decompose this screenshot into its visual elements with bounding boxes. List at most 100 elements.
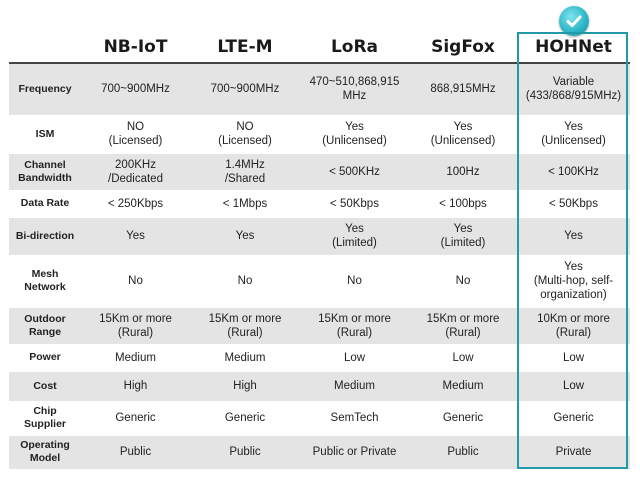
row-label-data-rate: Data Rate xyxy=(20,197,70,209)
cell-value: Yes (Unlicensed) xyxy=(322,121,387,147)
cell-ism-hohnet: Yes (Unlicensed) xyxy=(517,115,630,154)
cell-value: Public xyxy=(229,446,261,458)
cell-cost-lora: Medium xyxy=(300,371,409,402)
cell-value: < 1Mbps xyxy=(222,197,268,210)
lpwan-comparison-table: NB-IoT LTE-M LoRa SigFox HOHNet Frequenc… xyxy=(9,32,630,470)
row-header-cell: Power xyxy=(9,344,81,372)
cell-value: No xyxy=(455,275,471,287)
row-header-cell: Data Rate xyxy=(9,190,81,218)
cell-bi-direction-hohnet: Yes xyxy=(517,217,630,256)
comparison-table-container: NB-IoT LTE-M LoRa SigFox HOHNet Frequenc… xyxy=(9,32,630,470)
cell-value: 700~900MHz xyxy=(101,83,170,96)
table-row-ism: ISM NO (Licensed) NO (Licensed) Yes (Unlice… xyxy=(9,115,630,154)
cell-value: < 250Kbps xyxy=(107,197,164,210)
row-label-cost: Cost xyxy=(33,379,57,392)
cell-outdoor-range-lte-m: 15Km or more (Rural) xyxy=(190,307,300,345)
cell-ism-sigfox: Yes (Unlicensed) xyxy=(409,115,517,154)
row-label-frequency: Frequency xyxy=(18,82,72,95)
cell-channel-bandwidth-nb-iot: 200KHz /Dedicated xyxy=(81,153,190,191)
cell-value: < 100bps xyxy=(439,197,487,210)
cell-outdoor-range-lora: 15Km or more (Rural) xyxy=(300,307,409,345)
cell-operating-model-lte-m: Public xyxy=(190,435,300,470)
cell-value: NO (Licensed) xyxy=(108,121,163,147)
column-header-hohnet: HOHNet xyxy=(517,32,630,64)
cell-value: Low xyxy=(343,351,366,364)
cell-value: High xyxy=(123,380,148,392)
cell-operating-model-nb-iot: Public xyxy=(81,435,190,470)
header-corner xyxy=(9,32,81,64)
cell-value: 200KHz /Dedicated xyxy=(108,158,163,185)
cell-channel-bandwidth-sigfox: 100Hz xyxy=(409,153,517,191)
cell-bi-direction-lte-m: Yes xyxy=(190,217,300,256)
cell-outdoor-range-nb-iot: 15Km or more (Rural) xyxy=(81,307,190,345)
cell-frequency-lora: 470~510,868,915 MHz xyxy=(300,63,409,116)
cell-value: 15Km or more (Rural) xyxy=(99,312,172,339)
cell-power-sigfox: Low xyxy=(409,344,517,372)
cell-cost-sigfox: Medium xyxy=(409,371,517,402)
cell-power-nb-iot: Medium xyxy=(81,344,190,372)
cell-value: Low xyxy=(452,351,474,364)
cell-value: Yes (Unlicensed) xyxy=(430,121,496,147)
cell-channel-bandwidth-lora: < 500KHz xyxy=(300,153,409,191)
row-label-bi-direction: Bi-direction xyxy=(15,229,75,242)
cell-chip-supplier-sigfox: Generic xyxy=(409,401,517,436)
cell-value: 470~510,868,915 MHz xyxy=(309,76,400,103)
check-circle-icon xyxy=(559,6,589,36)
cell-ism-lte-m: NO (Licensed) xyxy=(190,115,300,154)
cell-value: Public xyxy=(447,446,479,458)
cell-value: 15Km or more (Rural) xyxy=(318,312,391,339)
cell-ism-nb-iot: NO (Licensed) xyxy=(81,115,190,154)
cell-value: 10Km or more (Rural) xyxy=(537,312,610,339)
cell-value: < 50Kbps xyxy=(330,197,379,210)
cell-value: Low xyxy=(562,380,585,392)
row-label-outdoor-range: Outdoor Range xyxy=(24,312,66,338)
cell-value: 868,915MHz xyxy=(430,83,496,96)
cell-value: Medium xyxy=(224,351,266,364)
cell-data-rate-sigfox: < 100bps xyxy=(409,190,517,218)
cell-data-rate-lora: < 50Kbps xyxy=(300,190,409,218)
table-row-cost: Cost High High Medium Medium Low xyxy=(9,371,630,402)
header-row: NB-IoT LTE-M LoRa SigFox HOHNet xyxy=(9,32,630,64)
cell-data-rate-nb-iot: < 250Kbps xyxy=(81,190,190,218)
table-row-operating-model: Operating Model Public Public Public or Pri… xyxy=(9,435,630,470)
cell-mesh-network-sigfox: No xyxy=(409,255,517,308)
cell-outdoor-range-sigfox: 15Km or more (Rural) xyxy=(409,307,517,345)
cell-value: SemTech xyxy=(330,412,379,424)
cell-ism-lora: Yes (Unlicensed) xyxy=(300,115,409,154)
cell-bi-direction-lora: Yes (Limited) xyxy=(300,217,409,256)
cell-operating-model-lora: Public or Private xyxy=(300,435,409,470)
cell-value: Medium xyxy=(115,351,156,364)
cell-value: High xyxy=(233,380,257,392)
cell-value: No xyxy=(128,275,143,287)
cell-chip-supplier-lora: SemTech xyxy=(300,401,409,436)
table-row-mesh-network: Mesh Network No No No No Yes (Multi-hop, self… xyxy=(9,255,630,308)
cell-value: Yes xyxy=(235,230,255,242)
cell-data-rate-lte-m: < 1Mbps xyxy=(190,190,300,218)
cell-value: < 50Kbps xyxy=(549,197,598,210)
cell-bi-direction-nb-iot: Yes xyxy=(81,217,190,256)
row-header-cell: Outdoor Range xyxy=(9,307,81,345)
cell-value: 1.4MHz /Shared xyxy=(224,158,266,185)
column-header-lora: LoRa xyxy=(300,32,409,64)
row-header-cell: Mesh Network xyxy=(9,255,81,308)
column-header-sigfox: SigFox xyxy=(409,32,517,64)
cell-mesh-network-lte-m: No xyxy=(190,255,300,308)
table-row-frequency: Frequency 700~900MHz 700~900MHz 470~510,868… xyxy=(9,63,630,116)
row-label-power: Power xyxy=(29,351,61,363)
cell-mesh-network-lora: No xyxy=(300,255,409,308)
cell-power-lora: Low xyxy=(300,344,409,372)
cell-cost-nb-iot: High xyxy=(81,371,190,402)
column-header-nb-iot: NB-IoT xyxy=(81,32,190,64)
cell-mesh-network-hohnet: Yes (Multi-hop, self- organization) xyxy=(517,255,630,308)
cell-value: Yes (Unlicensed) xyxy=(541,121,606,147)
cell-value: No xyxy=(237,275,253,287)
cell-chip-supplier-lte-m: Generic xyxy=(190,401,300,436)
table-row-bi-direction: Bi-direction Yes Yes Yes (Limited) Yes (Limi… xyxy=(9,217,630,256)
cell-value: Private xyxy=(555,446,592,458)
table-row-data-rate: Data Rate < 250Kbps < 1Mbps < 50Kbps < 100bp… xyxy=(9,190,630,218)
cell-frequency-sigfox: 868,915MHz xyxy=(409,63,517,116)
row-header-cell: Operating Model xyxy=(9,435,81,470)
row-label-mesh-network: Mesh Network xyxy=(24,268,66,293)
cell-cost-hohnet: Low xyxy=(517,371,630,402)
cell-mesh-network-nb-iot: No xyxy=(81,255,190,308)
